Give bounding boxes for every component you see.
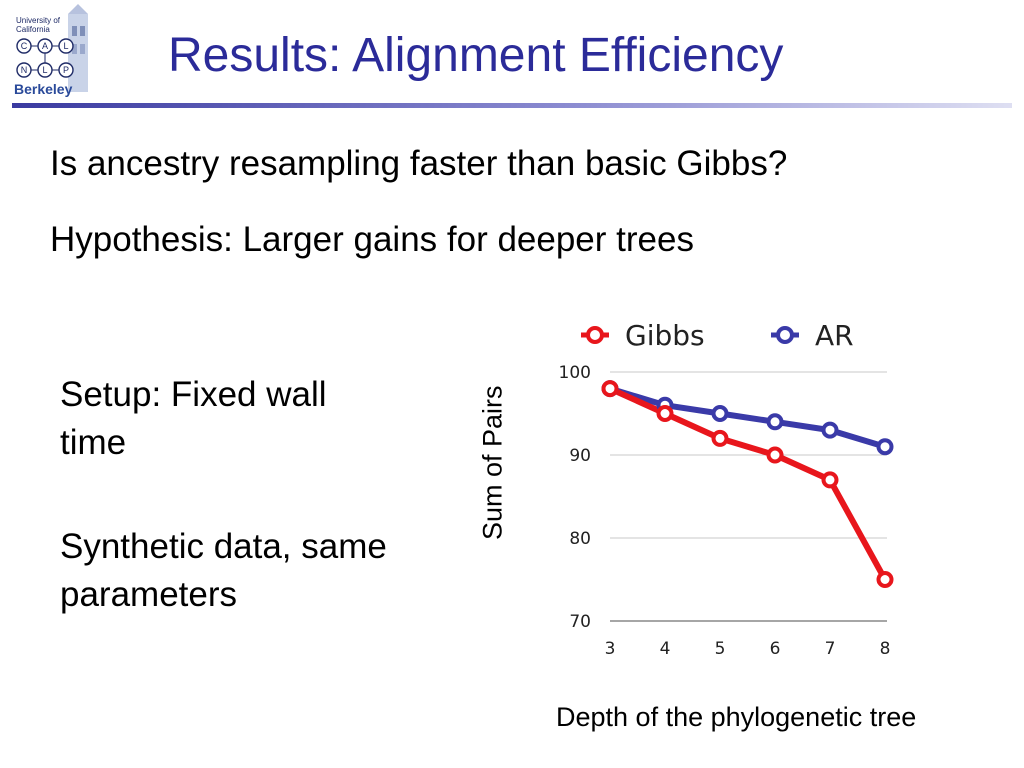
- logo-university-text: University of California: [16, 16, 61, 34]
- logo-letter: C: [21, 41, 28, 51]
- line-chart: 70 80 90 100 3 4 5 6 7 8 Gibbs AR: [559, 319, 894, 659]
- legend-label-ar: AR: [815, 319, 854, 352]
- x-tick-label: 8: [880, 639, 891, 659]
- logo-letter: A: [42, 41, 48, 51]
- slide-title: Results: Alignment Efficiency: [168, 29, 784, 82]
- series-line-gibbs: [608, 385, 888, 581]
- setup-text: Setup: Fixed wall time: [60, 375, 327, 462]
- x-tick-label: 5: [715, 639, 726, 659]
- question-text: Is ancestry resampling faster than basic…: [50, 144, 788, 183]
- x-tick-label: 3: [605, 639, 616, 659]
- legend-marker-gibbs: [586, 326, 604, 344]
- synthetic-data-text: Synthetic data, same parameters: [60, 527, 387, 614]
- x-tick-label: 6: [770, 639, 781, 659]
- x-tick-label: 7: [825, 639, 836, 659]
- logo-letter: L: [42, 65, 47, 75]
- university-logo: University of California C A L N L P Ber…: [10, 4, 96, 100]
- data-point-gibbs: [656, 405, 674, 422]
- data-point-gibbs: [601, 380, 619, 398]
- title-divider: [12, 103, 1012, 108]
- logo-letter: P: [63, 65, 69, 75]
- data-point-ar: [711, 405, 729, 422]
- logo-letter: N: [21, 65, 28, 75]
- data-point-gibbs: [711, 429, 729, 447]
- data-point-ar: [821, 421, 839, 439]
- legend-marker-ar: [776, 326, 794, 344]
- x-axis-title: Depth of the phylogenetic tree: [556, 702, 917, 732]
- y-axis-title: Sum of Pairs: [477, 385, 508, 540]
- y-tick-label: 80: [569, 529, 591, 549]
- data-point-gibbs: [821, 471, 839, 489]
- y-tick-label: 70: [569, 612, 591, 632]
- legend-label-gibbs: Gibbs: [625, 319, 705, 352]
- y-tick-label: 100: [559, 363, 591, 383]
- data-point-gibbs: [876, 571, 894, 588]
- data-point-gibbs: [766, 446, 784, 464]
- logo-berkeley-text: Berkeley: [14, 81, 73, 97]
- calnlp-letters: C A L N L P: [16, 38, 74, 78]
- data-point-ar: [876, 438, 894, 456]
- series-line-ar: [609, 385, 886, 450]
- hypothesis-text: Hypothesis: Larger gains for deeper tree…: [50, 220, 694, 259]
- y-tick-label: 90: [569, 446, 591, 466]
- logo-letter: L: [63, 41, 68, 51]
- x-tick-label: 4: [660, 639, 671, 659]
- data-point-ar: [766, 413, 784, 431]
